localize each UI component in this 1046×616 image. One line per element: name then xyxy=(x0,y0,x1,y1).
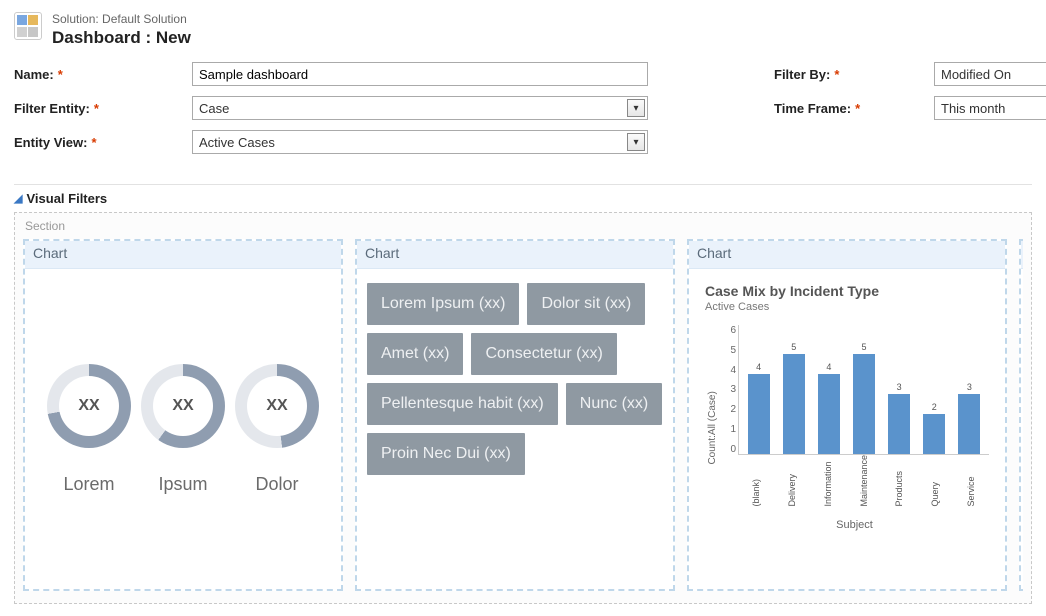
chart-y-tick: 6 xyxy=(730,325,736,336)
chart-bar: 5 xyxy=(846,342,881,454)
collapse-icon: ◢ xyxy=(14,192,22,205)
entity-view-label: Entity View:* xyxy=(14,135,192,150)
chart-subtitle: Active Cases xyxy=(705,301,989,313)
filter-by-label: Filter By:* xyxy=(774,67,934,82)
chart-bar: 3 xyxy=(882,382,917,454)
filter-entity-value: Case xyxy=(199,101,229,116)
entity-view-value: Active Cases xyxy=(199,135,275,150)
breadcrumb: Solution: Default Solution xyxy=(52,12,191,26)
chart-bar-value: 3 xyxy=(967,382,972,392)
chart-header: Chart xyxy=(689,241,1005,269)
tag-item: Consectetur (xx) xyxy=(471,333,616,375)
chart-bar: 4 xyxy=(811,362,846,454)
chart-tile-tags[interactable]: Chart Lorem Ipsum (xx)Dolor sit (xx) Amet… xyxy=(355,239,675,591)
chart-bar: 2 xyxy=(917,402,952,454)
donut-value: XX xyxy=(172,397,193,415)
app-icon xyxy=(14,12,42,40)
chart-header xyxy=(1021,241,1023,269)
filter-by-select[interactable]: Modified On xyxy=(934,62,1046,86)
tag-item: Pellentesque habit (xx) xyxy=(367,383,558,425)
chart-bar-value: 5 xyxy=(861,342,866,352)
tag-item: Dolor sit (xx) xyxy=(527,283,645,325)
entity-view-select[interactable]: Active Cases ▾ xyxy=(192,130,648,154)
chart-x-tick: Maintenance xyxy=(859,455,869,511)
chart-y-tick: 2 xyxy=(730,404,736,415)
donut-item: XX Lorem xyxy=(47,364,131,495)
chart-bar-value: 3 xyxy=(897,382,902,392)
visual-filters-header[interactable]: ◢ Visual Filters xyxy=(14,191,1032,206)
chart-title: Case Mix by Incident Type xyxy=(705,283,989,299)
tag-item: Amet (xx) xyxy=(367,333,463,375)
chart-bar-value: 4 xyxy=(756,362,761,372)
filter-entity-select[interactable]: Case ▾ xyxy=(192,96,648,120)
filter-entity-label: Filter Entity:* xyxy=(14,101,192,116)
time-frame-label: Time Frame:* xyxy=(774,101,934,116)
name-input[interactable] xyxy=(192,62,648,86)
chart-y-axis-label: Count:All (Case) xyxy=(705,325,720,531)
chevron-down-icon[interactable]: ▾ xyxy=(627,133,645,151)
donut-label: Dolor xyxy=(255,474,298,495)
donut-value: XX xyxy=(266,397,287,415)
donut-item: XX Ipsum xyxy=(141,364,225,495)
page-title: Dashboard : New xyxy=(52,28,191,48)
time-frame-select[interactable]: This month xyxy=(934,96,1046,120)
chart-x-tick: Service xyxy=(966,455,976,511)
chart-tile-overflow[interactable] xyxy=(1019,239,1023,591)
chart-bar-value: 2 xyxy=(932,402,937,412)
chevron-down-icon[interactable]: ▾ xyxy=(627,99,645,117)
chart-y-tick: 0 xyxy=(730,444,736,455)
donut-item: XX Dolor xyxy=(235,364,319,495)
chart-x-tick: Products xyxy=(894,455,904,511)
donut-label: Lorem xyxy=(63,474,114,495)
visual-filters-section: Section Chart XX Lorem XX Ipsum XX Dolor Char… xyxy=(14,212,1032,604)
name-label: Name:* xyxy=(14,67,192,82)
chart-y-tick: 4 xyxy=(730,365,736,376)
section-label: Section xyxy=(25,219,1023,233)
chart-bar-value: 4 xyxy=(826,362,831,372)
chart-tile-barchart[interactable]: Chart Case Mix by Incident Type Active C… xyxy=(687,239,1007,591)
chart-x-tick: Delivery xyxy=(787,455,797,511)
tag-item: Lorem Ipsum (xx) xyxy=(367,283,519,325)
chart-x-tick: Query xyxy=(930,455,940,511)
chart-x-tick: (blank) xyxy=(751,455,761,511)
chart-header: Chart xyxy=(25,241,341,269)
chart-header: Chart xyxy=(357,241,673,269)
chart-bar: 5 xyxy=(776,342,811,454)
chart-y-tick: 1 xyxy=(730,424,736,435)
chart-y-tick: 5 xyxy=(730,345,736,356)
chart-x-tick: Information xyxy=(823,455,833,511)
donut-label: Ipsum xyxy=(158,474,207,495)
chart-bar: 4 xyxy=(741,362,776,454)
donut-value: XX xyxy=(78,397,99,415)
tag-item: Nunc (xx) xyxy=(566,383,662,425)
chart-tile-donuts[interactable]: Chart XX Lorem XX Ipsum XX Dolor xyxy=(23,239,343,591)
chart-x-axis-label: Subject xyxy=(720,519,989,531)
chart-bar: 3 xyxy=(952,382,987,454)
filter-by-value: Modified On xyxy=(941,67,1011,82)
chart-y-tick: 3 xyxy=(730,384,736,395)
time-frame-value: This month xyxy=(941,101,1005,116)
chart-bar-value: 5 xyxy=(791,342,796,352)
tag-item: Proin Nec Dui (xx) xyxy=(367,433,525,475)
